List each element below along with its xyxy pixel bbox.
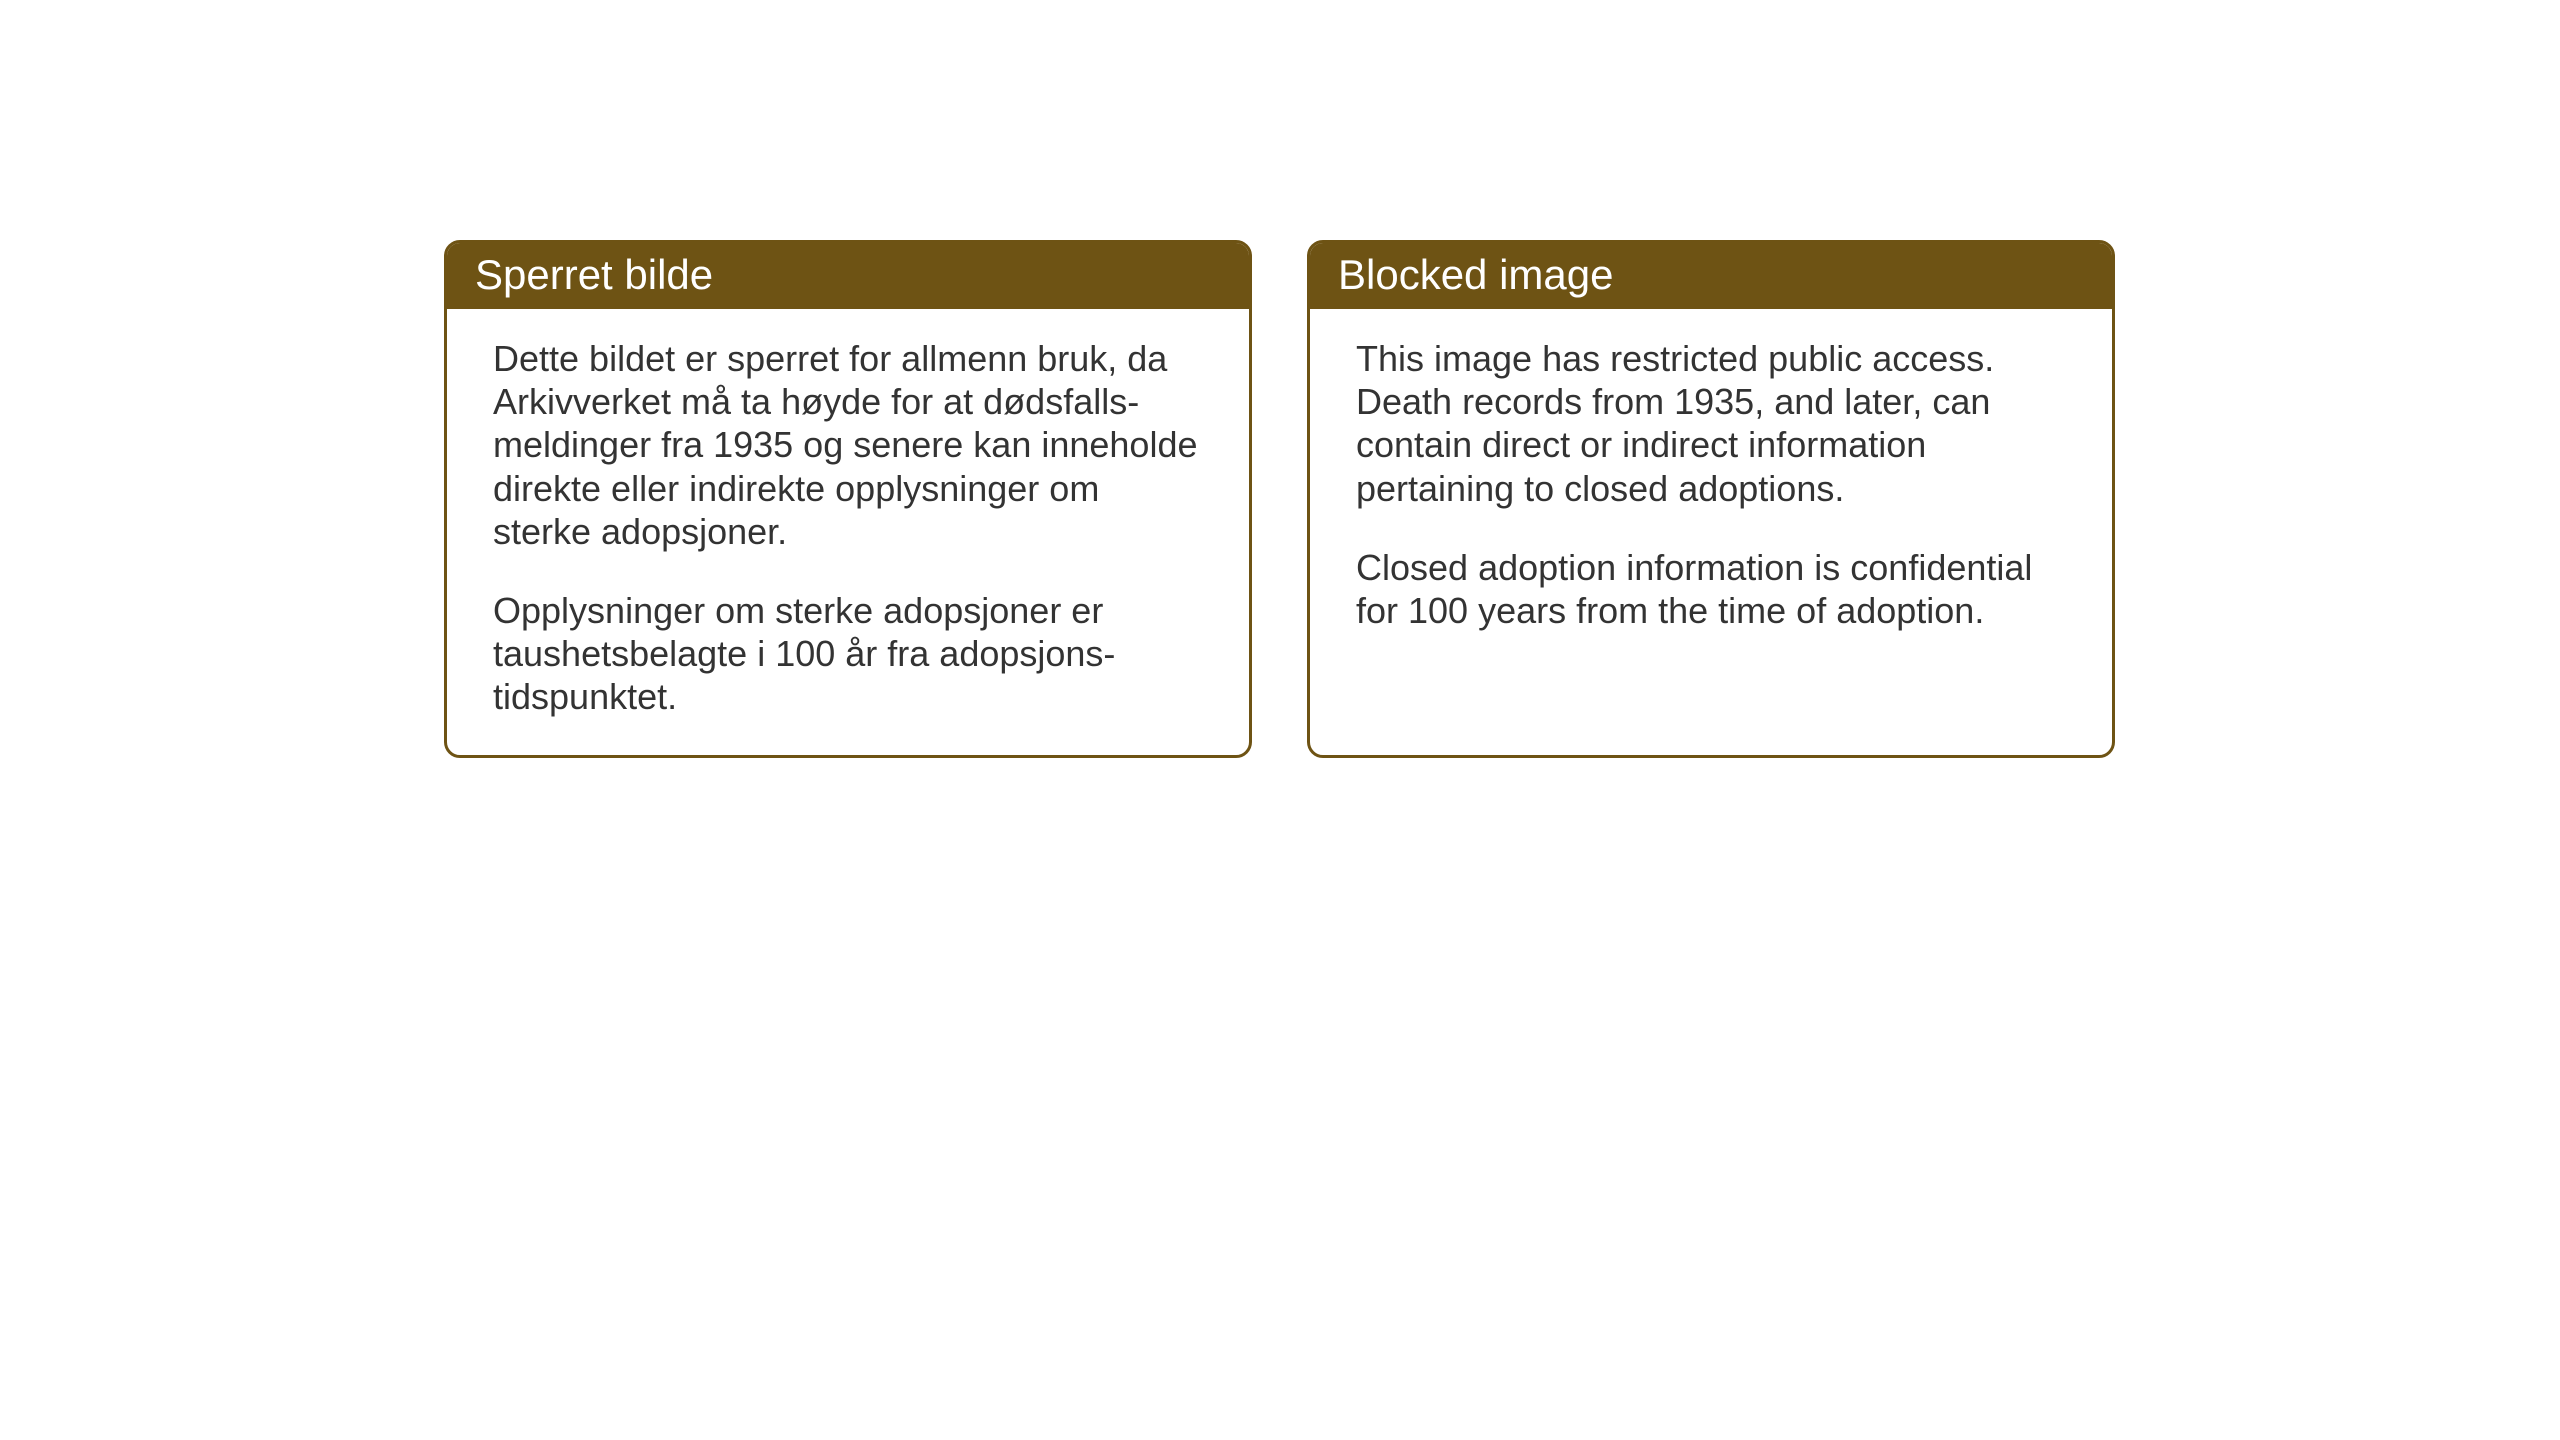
card-body-english: This image has restricted public access.… [1310,309,2112,668]
english-paragraph-1: This image has restricted public access.… [1356,337,2066,510]
norwegian-paragraph-1: Dette bildet er sperret for allmenn bruk… [493,337,1203,553]
norwegian-paragraph-2: Opplysninger om sterke adopsjoner er tau… [493,589,1203,719]
card-header-english: Blocked image [1310,243,2112,309]
notice-container: Sperret bilde Dette bildet er sperret fo… [444,240,2115,758]
card-norwegian: Sperret bilde Dette bildet er sperret fo… [444,240,1252,758]
card-header-norwegian: Sperret bilde [447,243,1249,309]
english-paragraph-2: Closed adoption information is confident… [1356,546,2066,632]
card-english: Blocked image This image has restricted … [1307,240,2115,758]
card-body-norwegian: Dette bildet er sperret for allmenn bruk… [447,309,1249,755]
